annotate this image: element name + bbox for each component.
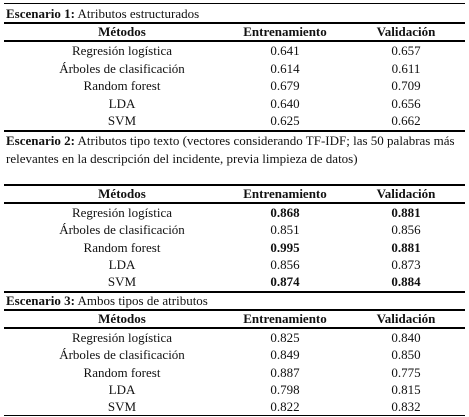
row-val: 0.832 (391, 399, 421, 414)
row-val: 0.775 (391, 365, 421, 380)
row-method: Random forest (83, 365, 161, 380)
scenario-1-title: Escenario 1: Atributos estructurados (6, 6, 199, 21)
row-method: Regresión logística (71, 43, 173, 58)
scenario-label: Escenario 2: (6, 133, 75, 148)
row-val: 0.881 (391, 205, 421, 220)
row-val: 0.611 (391, 61, 421, 76)
row-method: Árboles de clasificación (59, 222, 185, 237)
scenario-3-title: Escenario 3: Ambos tipos de atributos (6, 293, 208, 308)
row-val: 0.815 (391, 382, 421, 397)
row-val: 0.881 (391, 240, 421, 255)
row-method: Árboles de clasificación (59, 61, 185, 76)
header-train: Entrenamiento (243, 186, 327, 201)
header-method: Métodos (98, 24, 146, 39)
row-method: Random forest (83, 78, 161, 93)
row-train: 0.640 (270, 96, 300, 111)
row-method: Regresión logística (71, 330, 173, 345)
row-train: 0.995 (270, 240, 300, 255)
scenario-description: Atributos tipo texto (vectores considera… (6, 133, 455, 166)
header-method: Métodos (98, 311, 146, 326)
header-rule (4, 22, 465, 24)
row-train: 0.679 (270, 78, 300, 93)
header-train: Entrenamiento (243, 24, 327, 39)
row-val: 0.850 (391, 347, 421, 362)
header-val: Validación (376, 186, 436, 201)
row-train: 0.868 (270, 205, 300, 220)
row-method: LDA (108, 382, 136, 397)
row-train: 0.625 (270, 113, 300, 128)
row-train: 0.887 (270, 365, 300, 380)
header-train: Entrenamiento (243, 311, 327, 326)
row-train: 0.641 (270, 43, 300, 58)
row-val: 0.709 (391, 78, 421, 93)
header-val: Validación (376, 24, 436, 39)
row-method: SVM (107, 399, 137, 414)
header-val: Validación (376, 311, 436, 326)
header-rule (4, 327, 465, 329)
row-method: Árboles de clasificación (59, 347, 185, 362)
row-train: 0.874 (270, 274, 300, 289)
scenario-label: Escenario 3: (6, 293, 75, 308)
header-method: Métodos (98, 186, 146, 201)
row-train: 0.849 (270, 347, 300, 362)
row-train: 0.825 (270, 330, 300, 345)
row-train: 0.856 (270, 257, 300, 272)
section-rule (4, 130, 465, 132)
section-rule (4, 291, 465, 293)
row-train: 0.614 (270, 61, 300, 76)
scenario-2-title: Escenario 2: Atributos tipo texto (vecto… (6, 132, 461, 168)
row-train: 0.798 (270, 382, 300, 397)
row-method: SVM (107, 113, 137, 128)
bottom-rule (4, 415, 465, 416)
row-val: 0.656 (391, 96, 421, 111)
row-method: LDA (108, 257, 136, 272)
header-rule (4, 40, 465, 42)
row-val: 0.840 (391, 330, 421, 345)
row-val: 0.873 (391, 257, 421, 272)
row-method: LDA (108, 96, 136, 111)
top-rule (4, 3, 465, 4)
scenario-description: Atributos estructurados (77, 6, 200, 21)
row-method: SVM (107, 274, 137, 289)
row-train: 0.851 (270, 222, 300, 237)
header-rule (4, 309, 465, 311)
header-rule (4, 202, 465, 204)
row-val: 0.856 (391, 222, 421, 237)
scenario-description: Ambos tipos de atributos (77, 293, 208, 308)
scenario-label: Escenario 1: (6, 6, 75, 21)
row-val: 0.657 (391, 43, 421, 58)
row-train: 0.822 (270, 399, 300, 414)
row-method: Regresión logística (71, 205, 173, 220)
row-val: 0.884 (391, 274, 421, 289)
header-rule (4, 184, 465, 186)
row-val: 0.662 (391, 113, 421, 128)
row-method: Random forest (83, 240, 161, 255)
